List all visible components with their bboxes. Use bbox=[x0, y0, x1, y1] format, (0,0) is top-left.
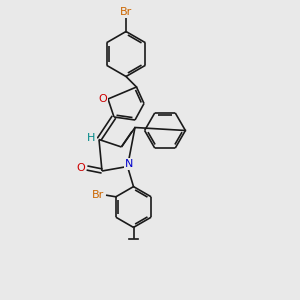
Text: O: O bbox=[98, 94, 107, 104]
Text: Br: Br bbox=[120, 7, 132, 17]
Text: Br: Br bbox=[92, 190, 105, 200]
Text: N: N bbox=[125, 159, 133, 169]
Text: H: H bbox=[87, 133, 96, 143]
Text: O: O bbox=[76, 163, 85, 173]
